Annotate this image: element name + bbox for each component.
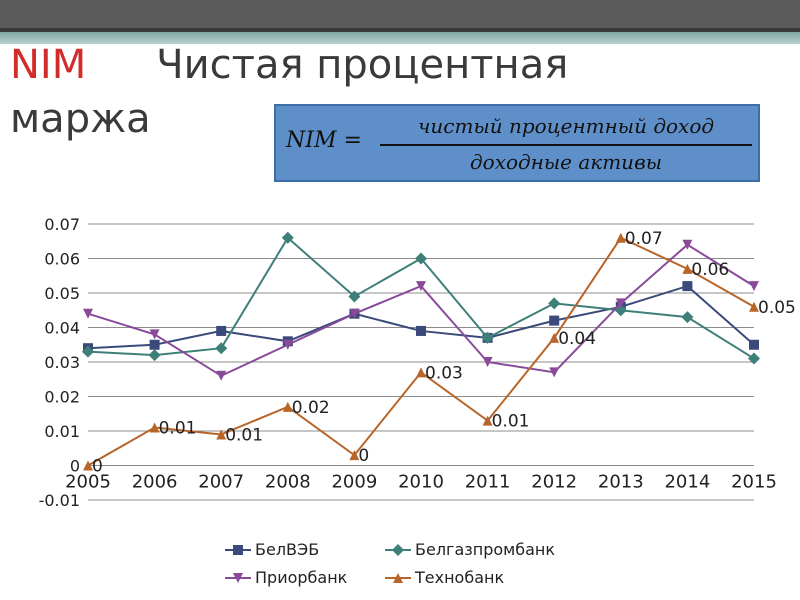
data-point [149,329,160,340]
data-point [549,315,560,326]
data-point [481,331,494,344]
x-tick-label: 2005 [65,472,111,493]
slide-top-bar [0,0,800,32]
data-label: 0.05 [758,298,796,318]
data-label: 0.01 [225,425,263,445]
data-point [348,290,361,303]
data-point [149,422,160,433]
x-tick-label: 2007 [198,472,244,493]
x-tick-label: 2010 [398,472,444,493]
data-label: 0.03 [425,363,463,383]
y-tick-label: -0.01 [39,491,80,510]
data-label: 0.01 [159,419,197,439]
formula-numerator: чистый процентный доход [417,114,715,138]
data-point [682,281,693,292]
data-point [282,401,293,412]
data-label: 0 [92,457,103,477]
data-point [82,345,94,358]
data-label: 0.07 [625,229,663,249]
data-point [282,339,293,350]
data-point [216,429,227,440]
data-point [482,415,493,426]
formula-lhs: NIM = [286,128,362,153]
data-point [83,308,93,319]
data-point [83,460,93,471]
data-point [482,357,493,367]
y-tick-label: 0 [70,457,80,476]
legend-label: БелВЭБ [255,540,320,559]
data-point [615,298,626,309]
legend-key [225,544,251,555]
data-point [615,232,626,243]
x-tick-label: 2012 [531,472,577,493]
slide-top-stripe [0,32,800,44]
formula-box: NIM = чистый процентный доход доходные а… [274,104,760,182]
x-tick-label: 2006 [132,472,178,493]
data-point [749,301,759,312]
data-point [681,311,694,324]
nim-line-chart: -0.01 0 0.01 0.02 0.03 0.04 0.05 0.06 0.07 2005 20… [39,215,796,510]
y-tick-label: 0.02 [44,388,80,407]
formula-denominator: доходные активы [469,150,662,174]
legend-key [385,572,411,583]
y-tick-label: 0.04 [44,319,80,338]
x-tick-label: 2008 [265,472,311,493]
legend-item: БелВЭБ [225,540,319,559]
data-point [749,281,759,292]
title-abbreviation: NIM [10,42,87,88]
legend-item: Приорбанк [225,568,347,587]
legend-label: Белгазпромбанк [415,540,556,559]
chart-legend: БелВЭБ Белгазпромбанк Приорбанк Технобанк [225,540,625,592]
data-point [416,281,426,292]
slide-title: NIM Чистая процентная [10,36,660,94]
data-point [349,450,360,461]
data-point [215,342,228,355]
data-point [549,332,560,343]
data-point [416,367,426,378]
title-text-line1: Чистая процентная [156,42,569,88]
y-tick-label: 0.03 [44,353,80,372]
data-point [682,263,693,274]
y-tick-label: 0.05 [44,284,80,303]
data-point [149,339,160,350]
data-point [548,297,561,310]
data-point [416,325,426,336]
data-point [549,367,560,378]
data-point [415,252,427,265]
legend-label: Приорбанк [255,568,348,587]
x-tick-label: 2011 [465,472,511,493]
data-point [349,308,360,319]
data-point [281,231,294,244]
data-label: 0.06 [691,260,729,280]
legend-label: Технобанк [415,568,505,587]
x-tick-label: 2009 [331,472,377,493]
data-point [216,325,227,336]
y-tick-label: 0.01 [44,422,80,441]
data-label: 0.04 [558,329,596,349]
data-point [682,239,693,250]
formula-fraction-bar [380,144,752,146]
slide-top-bar-accent [0,28,800,32]
legend-item: Технобанк [385,568,504,587]
data-point [148,349,161,362]
data-label: 0.01 [492,412,530,432]
title-text-line2: маржа [10,96,151,142]
data-point [216,370,227,381]
series-line [87,284,755,350]
x-tick-label: 2015 [731,472,777,493]
x-tick-label: 2013 [598,472,644,493]
data-point [748,352,760,365]
y-tick-label: 0.06 [44,250,80,269]
legend-key [225,572,251,583]
legend-item: Белгазпромбанк [385,540,555,559]
legend-key [385,543,411,556]
data-label: 0 [358,446,369,466]
data-point [749,339,759,350]
data-label: 0.02 [292,398,330,418]
y-tick-label: 0.07 [44,215,80,234]
x-tick-label: 2014 [664,472,710,493]
